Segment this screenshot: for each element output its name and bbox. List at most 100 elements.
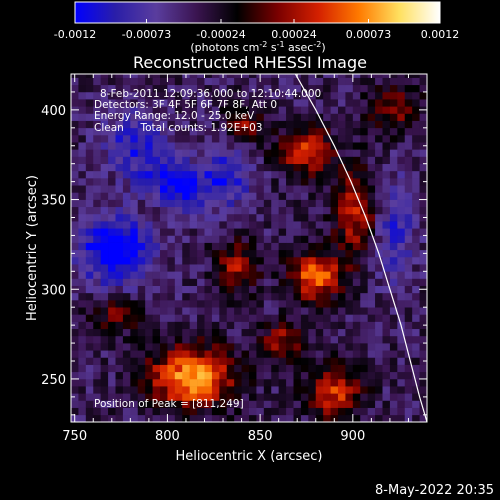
heatmap-cell <box>71 371 79 380</box>
heatmap-cell <box>397 343 406 351</box>
heatmap-cell <box>182 357 190 365</box>
heatmap-cell <box>300 206 309 215</box>
heatmap-cell <box>389 170 398 179</box>
heatmap-cell <box>152 77 161 86</box>
heatmap-cell <box>93 156 101 164</box>
heatmap-cell <box>234 199 242 208</box>
heatmap-cell <box>152 343 161 351</box>
heatmap-cell <box>382 371 391 380</box>
heatmap-cell <box>389 292 398 301</box>
heatmap-cell <box>189 134 198 143</box>
heatmap-cell <box>204 256 213 265</box>
heatmap-cell <box>160 357 168 365</box>
heatmap-cell <box>115 113 124 121</box>
heatmap-cell <box>182 120 190 129</box>
heatmap-cell <box>145 292 153 301</box>
heatmap-cell <box>419 74 427 78</box>
heatmap-cell <box>130 307 139 315</box>
heatmap-cell <box>286 335 294 344</box>
heatmap-cell <box>189 199 198 208</box>
heatmap-cell <box>78 242 87 251</box>
heatmap-cell <box>152 249 161 258</box>
heatmap-cell <box>108 400 116 408</box>
heatmap-cell <box>182 127 190 136</box>
heatmap-cell <box>412 328 420 337</box>
heatmap-cell <box>160 378 168 387</box>
heatmap-cell <box>389 221 398 229</box>
heatmap-cell <box>100 314 109 322</box>
heatmap-cell <box>360 134 368 143</box>
heatmap-cell <box>204 156 213 164</box>
heatmap-cell <box>100 142 109 150</box>
heatmap-cell <box>137 120 146 129</box>
heatmap-cell <box>160 400 168 408</box>
heatmap-cell <box>286 192 294 200</box>
heatmap-cell <box>330 120 339 129</box>
heatmap-cell <box>315 335 324 344</box>
heatmap-cell <box>293 185 302 193</box>
heatmap-cell <box>122 99 131 107</box>
heatmap-cell <box>189 271 198 279</box>
heatmap-cell <box>115 170 124 179</box>
heatmap-cell <box>419 120 427 129</box>
heatmap-cell <box>271 292 279 301</box>
heatmap-cell <box>78 300 87 308</box>
heatmap-cell <box>360 242 368 251</box>
heatmap-cell <box>412 343 420 351</box>
heatmap-cell <box>71 185 79 193</box>
heatmap-cell <box>204 343 213 351</box>
heatmap-cell <box>115 242 124 251</box>
heatmap-cell <box>382 91 391 100</box>
heatmap-cell <box>182 300 190 308</box>
heatmap-cell <box>286 278 294 286</box>
heatmap-cell <box>130 242 139 251</box>
heatmap-cell <box>93 84 101 93</box>
heatmap-cell <box>389 249 398 258</box>
heatmap-cell <box>226 113 235 121</box>
heatmap-cell <box>167 264 176 272</box>
heatmap-cell <box>256 185 265 193</box>
heatmap-cell <box>293 278 302 286</box>
heatmap-cell <box>360 74 368 78</box>
heatmap-cell <box>211 192 220 200</box>
heatmap-cell <box>389 185 398 193</box>
heatmap-cell <box>286 300 294 308</box>
heatmap-cell <box>286 393 294 401</box>
heatmap-cell <box>93 307 101 315</box>
heatmap-cell <box>241 343 250 351</box>
heatmap-cell <box>367 84 376 93</box>
heatmap-cell <box>382 228 391 236</box>
heatmap-cell <box>367 393 376 401</box>
heatmap-cell <box>308 127 317 136</box>
heatmap-cell <box>130 400 139 408</box>
heatmap-cell <box>412 134 420 143</box>
heatmap-cell <box>389 407 398 416</box>
heatmap-cell <box>315 328 324 337</box>
heatmap-cell <box>404 206 413 215</box>
heatmap-cell <box>122 400 131 408</box>
heatmap-cell <box>100 300 109 308</box>
heatmap-cell <box>308 256 317 265</box>
heatmap-cell <box>345 357 354 365</box>
heatmap-cell <box>360 314 368 322</box>
heatmap-cell <box>389 113 398 121</box>
heatmap-cell <box>160 84 168 93</box>
heatmap-cell <box>286 271 294 279</box>
heatmap-cell <box>397 74 406 78</box>
heatmap-cell <box>323 74 331 78</box>
heatmap-cell <box>256 221 265 229</box>
heatmap-cell <box>389 378 398 387</box>
heatmap-cell <box>352 106 361 114</box>
heatmap-cell <box>308 314 317 322</box>
heatmap-cell <box>226 350 235 358</box>
heatmap-cell <box>338 350 346 358</box>
heatmap-cell <box>145 285 153 294</box>
heatmap-cell <box>293 271 302 279</box>
heatmap-cell <box>293 242 302 251</box>
heatmap-cell <box>93 393 101 401</box>
heatmap-cell <box>249 185 257 193</box>
heatmap-cell <box>338 242 346 251</box>
heatmap-cell <box>308 178 317 186</box>
heatmap-cell <box>323 242 331 251</box>
heatmap-cell <box>286 91 294 100</box>
